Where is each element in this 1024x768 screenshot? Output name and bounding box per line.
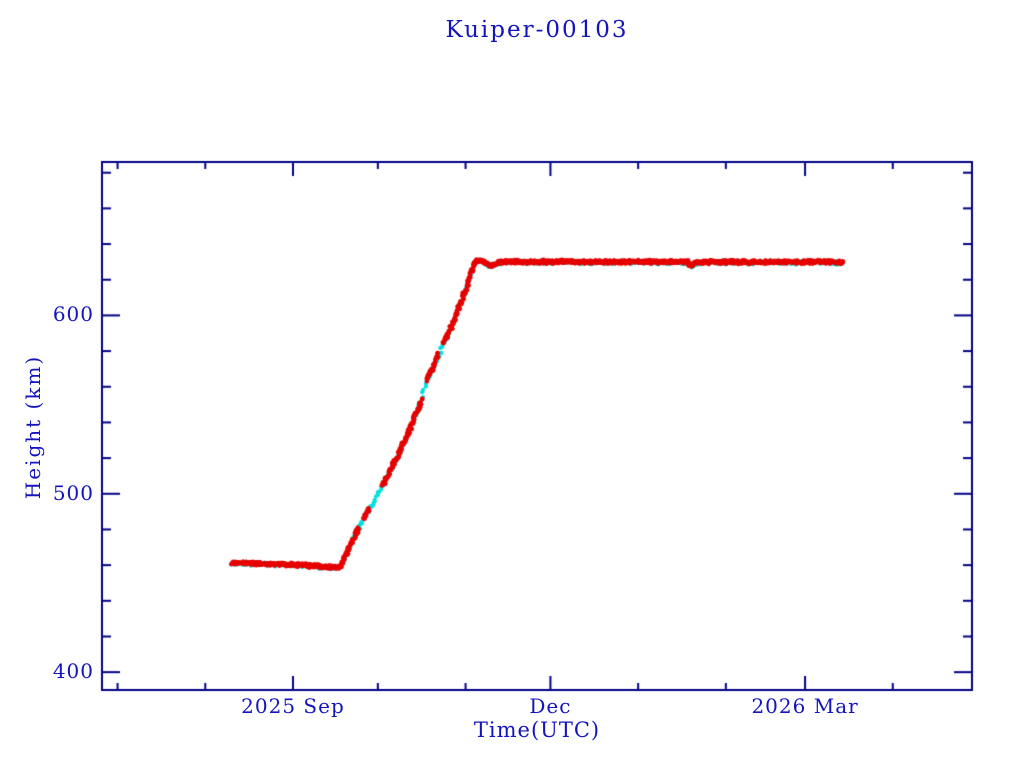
x-tick-label: Dec — [529, 694, 572, 718]
x-axis-label: Time(UTC) — [473, 718, 601, 742]
y-tick-label: 400 — [52, 659, 94, 684]
chart-title: Kuiper-00103 — [445, 17, 629, 43]
y-tick-label: 600 — [52, 302, 94, 327]
y-tick-label: 500 — [52, 480, 94, 505]
x-tick-label: 2025 Sep — [241, 694, 345, 718]
x-tick-label: 2026 Mar — [751, 694, 859, 718]
y-axis-label: Height (km) — [21, 354, 45, 500]
